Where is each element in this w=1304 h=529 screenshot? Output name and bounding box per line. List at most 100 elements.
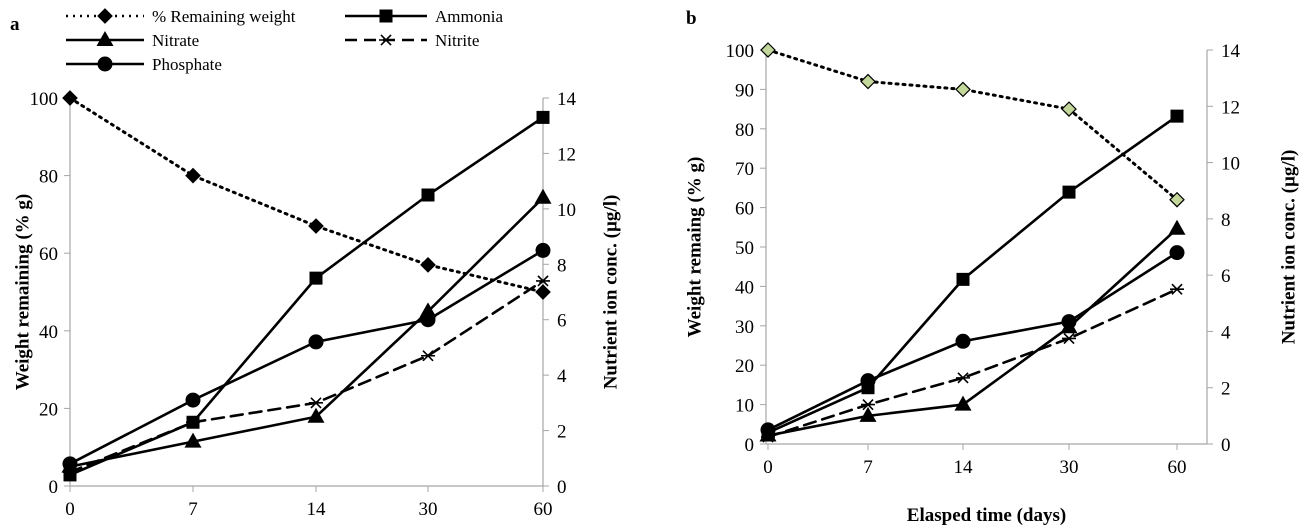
series-line-remaining [68,96,545,294]
y-left-tick-label: 80 [735,120,754,141]
legend-marker-phosphate [97,56,113,72]
data-point-remaining [535,284,551,300]
y-left-tick-label: 90 [735,80,754,101]
data-point-ammonia [536,110,550,124]
y-left-tick-label: 20 [735,356,754,377]
y-left-axis-title: Weight remaing (% g) [684,157,705,338]
data-point-nitrate [184,432,202,448]
y-right-tick-label: 8 [1221,210,1231,231]
y-right-tick-label: 2 [557,422,567,443]
y-left-axis-title: Weight remaining (% g) [12,194,33,391]
x-tick-label: 60 [1168,457,1187,478]
legend-marker-ammonia [379,9,393,23]
series-nitrite [761,283,1184,443]
series-line-ammonia [68,116,545,477]
legend-item-ammonia: Ammonia [345,7,503,26]
data-point-remaining [185,167,201,184]
y-left-tick-label: 30 [735,317,754,338]
legend-label-remaining: % Remaining weight [152,7,296,26]
data-point-nitrite [1170,283,1184,295]
series-remaining [62,90,551,300]
y-right-tick-label: 10 [557,200,576,221]
legend-item-remaining: % Remaining weight [66,7,296,26]
y-right-tick-label: 0 [1221,435,1231,456]
data-point-nitrate [307,407,325,423]
series-phosphate [62,242,551,472]
data-point-remaining [760,42,776,58]
data-point-phosphate [185,392,201,408]
y-left-tick-label: 60 [39,244,58,265]
y-left-tick-label: 60 [735,199,754,220]
legend-marker-remaining [97,8,113,24]
y-left-tick-label: 0 [745,435,755,456]
legend-marker-nitrite [379,34,393,46]
legend-label-ammonia: Ammonia [435,7,503,26]
data-point-nitrite [956,372,970,384]
data-point-nitrite [1062,332,1076,345]
y-right-tick-label: 4 [1221,322,1231,343]
legend-label-nitrate: Nitrate [152,31,199,50]
data-point-ammonia [1170,109,1184,123]
y-right-tick-label: 12 [1221,97,1240,118]
series-line-nitrite [766,287,1179,439]
data-point-phosphate [860,373,876,389]
data-point-nitrite [309,397,323,409]
data-point-nitrate [1168,219,1186,235]
data-point-nitrate [534,188,552,204]
data-point-phosphate [1169,245,1185,261]
y-right-tick-label: 8 [557,255,567,276]
y-right-tick-label: 12 [557,144,576,165]
x-tick-label: 14 [307,499,327,520]
series-line-phosphate [766,251,1179,432]
data-point-nitrite [186,416,200,428]
data-point-ammonia [956,272,970,286]
panel-a: a 0 20 40 60 80 100 0 2 4 6 8 10 12 14 0 7 14 30 60 Weight r… [10,14,621,520]
y-left-tick-label: 40 [39,322,58,343]
series-line-ammonia [766,114,1179,435]
series-remaining [760,42,1185,208]
y-left-tick-label: 80 [39,167,58,188]
series-line-nitrite [68,279,545,474]
y-right-axis-title: Nutrient ion conc. (µg/l) [1278,150,1299,345]
series-nitrite [63,275,550,478]
data-point-nitrate [859,406,877,422]
legend-item-phosphate: Phosphate [66,55,222,74]
data-point-remaining [1169,191,1185,208]
y-right-tick-label: 0 [557,477,567,498]
x-tick-label: 0 [65,499,75,520]
panel-label-b: b [686,8,697,29]
legend-marker-nitrate [96,31,114,46]
data-point-phosphate [535,242,551,258]
series-ammonia [63,110,550,482]
x-tick-label: 60 [534,499,553,520]
data-point-ammonia [1062,185,1076,199]
x-tick-label: 0 [763,457,773,478]
data-point-phosphate [955,333,971,349]
y-right-axis-title: Nutrient ion conc. (µg/l) [600,195,621,390]
data-point-phosphate [420,312,436,328]
x-tick-label: 7 [188,499,198,520]
y-right-tick-label: 10 [1221,154,1240,175]
y-right-tick-label: 14 [557,89,577,110]
y-right-tick-label: 4 [557,366,567,387]
x-tick-label: 30 [1060,457,1079,478]
series-ammonia [761,109,1184,440]
y-right-tick-label: 6 [557,311,567,332]
y-left-tick-label: 100 [726,41,755,62]
data-point-remaining [308,218,324,234]
data-point-phosphate [760,422,776,438]
y-right-tick-label: 6 [1221,266,1231,287]
series-phosphate [760,245,1185,438]
data-point-remaining [1061,101,1077,117]
x-tick-label: 30 [419,499,438,520]
panel-b: b 0 10 20 30 40 50 60 70 80 90 100 0 2 4 6 8 10 12 14 0 7 14 30… [684,8,1299,526]
y-left-tick-label: 50 [735,238,754,259]
legend-label-nitrite: Nitrite [435,31,479,50]
data-point-ammonia [421,188,435,202]
series-line-remaining [766,48,1179,202]
data-point-phosphate [62,456,78,472]
data-point-nitrite [536,275,550,287]
legend-item-nitrite: Nitrite [345,31,479,50]
x-tick-label: 14 [954,457,974,478]
y-left-tick-label: 40 [735,277,754,298]
